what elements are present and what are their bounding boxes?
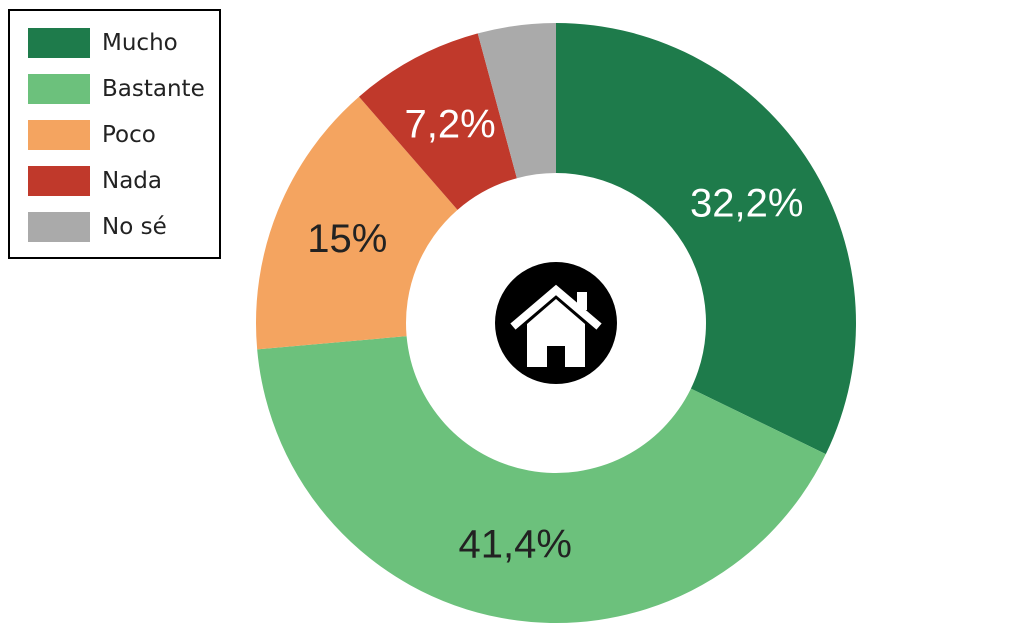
slice-nada bbox=[359, 33, 517, 210]
legend-item-poco: Poco bbox=[28, 118, 156, 152]
legend-item-bastante: Bastante bbox=[28, 72, 205, 106]
slice-label-mucho: 32,2% bbox=[690, 182, 803, 226]
legend-label-poco: Poco bbox=[102, 122, 156, 148]
legend-label-bastante: Bastante bbox=[102, 76, 205, 102]
donut-slices bbox=[255, 23, 856, 624]
legend-item-nada: Nada bbox=[28, 164, 162, 198]
slice-mucho bbox=[556, 23, 856, 455]
slice-no-s bbox=[477, 23, 556, 179]
house-icon bbox=[495, 262, 617, 384]
legend-swatch-mucho bbox=[28, 28, 90, 58]
legend-item-no-se: No sé bbox=[28, 210, 167, 244]
legend-label-mucho: Mucho bbox=[102, 30, 178, 56]
chart-legend: Mucho Bastante Poco Nada No sé bbox=[8, 9, 221, 259]
slice-bastante bbox=[257, 336, 826, 624]
legend-label-no-se: No sé bbox=[102, 214, 167, 240]
slice-label-poco: 15% bbox=[307, 217, 387, 261]
slice-labels: 32,2% 41,4% 15% 7,2% bbox=[307, 102, 803, 566]
legend-swatch-bastante bbox=[28, 74, 90, 104]
legend-swatch-poco bbox=[28, 120, 90, 150]
legend-label-nada: Nada bbox=[102, 168, 162, 194]
slice-label-nada: 7,2% bbox=[405, 102, 496, 146]
legend-item-mucho: Mucho bbox=[28, 26, 178, 60]
slice-poco bbox=[255, 96, 458, 350]
slice-label-bastante: 41,4% bbox=[459, 522, 572, 566]
legend-swatch-nada bbox=[28, 166, 90, 196]
legend-swatch-no-se bbox=[28, 212, 90, 242]
